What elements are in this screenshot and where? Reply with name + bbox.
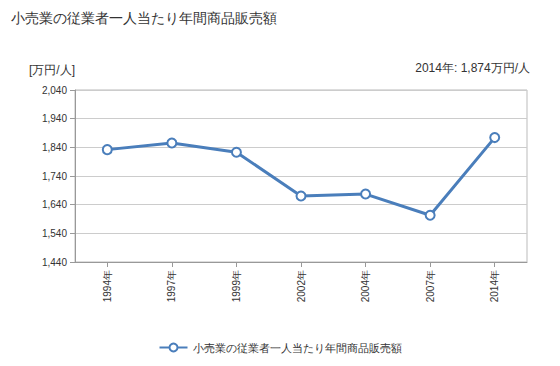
svg-text:2004年: 2004年: [360, 270, 371, 302]
svg-text:2007年: 2007年: [425, 270, 436, 302]
svg-text:1,640: 1,640: [42, 199, 67, 210]
svg-text:1,440: 1,440: [42, 257, 67, 268]
svg-text:小売業の従業者一人当たり年間商品販売額: 小売業の従業者一人当たり年間商品販売額: [11, 10, 277, 26]
svg-text:1,740: 1,740: [42, 171, 67, 182]
svg-text:1,540: 1,540: [42, 228, 67, 239]
svg-text:1997年: 1997年: [166, 270, 177, 302]
svg-text:1,840: 1,840: [42, 142, 67, 153]
svg-text:2,040: 2,040: [42, 85, 67, 96]
svg-text:1994年: 1994年: [102, 270, 113, 302]
svg-text:2002年: 2002年: [296, 270, 307, 302]
svg-text:小売業の従業者一人当たり年間商品販売額: 小売業の従業者一人当たり年間商品販売額: [193, 342, 402, 354]
svg-text:2014年: 2014年: [489, 270, 500, 302]
svg-text:[万円/人]: [万円/人]: [29, 63, 75, 77]
svg-text:2014年: 1,874万円/人: 2014年: 1,874万円/人: [415, 61, 530, 75]
svg-text:1999年: 1999年: [231, 270, 242, 302]
svg-text:1,940: 1,940: [42, 113, 67, 124]
